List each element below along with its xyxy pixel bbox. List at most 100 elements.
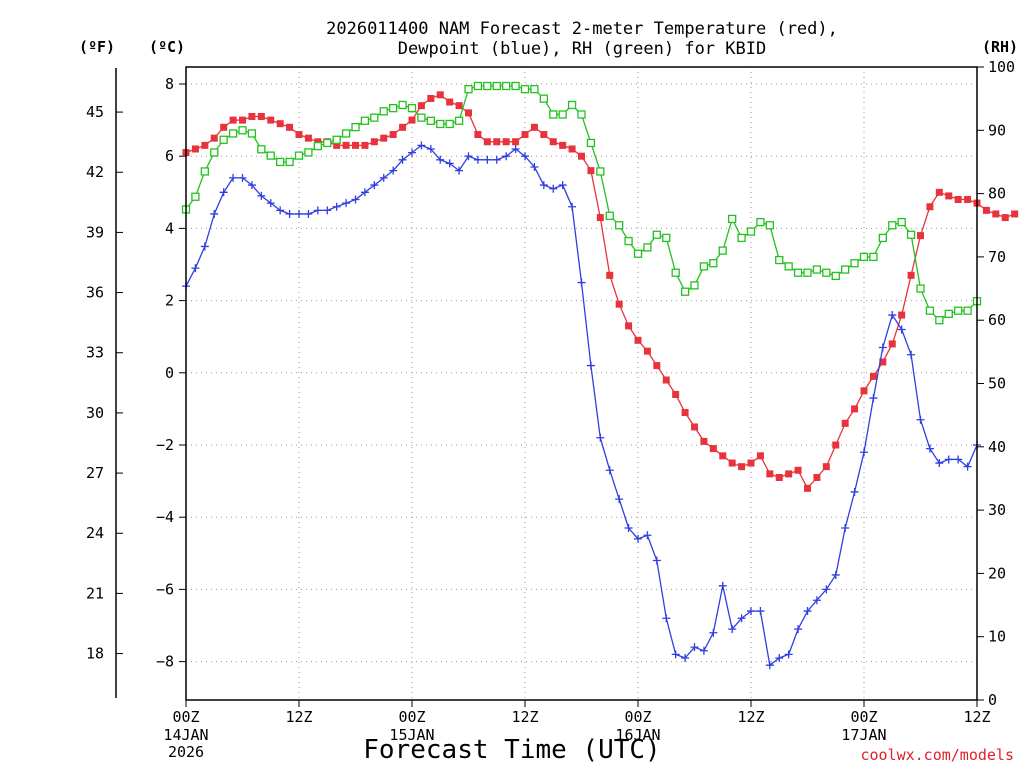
data-point — [634, 534, 642, 543]
data-point — [342, 199, 351, 208]
data-point — [719, 452, 727, 460]
fahrenheit-tick-label: 27 — [86, 464, 104, 482]
time-tick-label: 12Z — [285, 708, 312, 726]
data-point — [266, 151, 275, 160]
data-point — [1011, 210, 1019, 218]
fahrenheit-axis: 45 42 39 36 33 30 27 24 21 18 — [86, 103, 123, 663]
data-point — [436, 91, 444, 99]
data-point — [822, 268, 831, 277]
data-point — [746, 227, 756, 236]
data-point — [756, 607, 765, 616]
time-day-label: 17JAN — [841, 726, 886, 744]
fahrenheit-tick-label: 42 — [86, 163, 104, 181]
data-point — [379, 107, 388, 116]
data-point — [925, 444, 934, 453]
data-point — [360, 116, 370, 125]
data-point — [276, 157, 285, 167]
data-point — [634, 336, 642, 344]
data-point — [596, 214, 604, 222]
data-point — [342, 141, 350, 149]
chart-title-line-2: Dewpoint (blue), RH (green) for KBID — [398, 39, 766, 59]
data-point — [304, 134, 312, 142]
data-point — [963, 462, 972, 471]
data-point — [549, 184, 558, 193]
data-point — [841, 265, 850, 274]
data-point — [455, 102, 463, 110]
data-point — [822, 463, 830, 471]
data-point — [511, 81, 520, 91]
data-point — [483, 81, 492, 91]
data-point — [935, 459, 944, 468]
data-point — [804, 484, 811, 492]
time-day-label: 16JAN — [615, 726, 660, 744]
data-point — [737, 614, 746, 623]
data-point — [539, 94, 548, 103]
data-point — [530, 163, 539, 172]
data-point — [615, 495, 624, 504]
data-point — [917, 232, 924, 240]
data-point — [549, 110, 558, 119]
data-point — [360, 188, 369, 197]
data-point — [464, 152, 473, 161]
data-point — [888, 311, 897, 320]
data-point — [539, 181, 548, 190]
data-point — [869, 252, 878, 262]
data-point — [831, 570, 840, 579]
data-point — [859, 252, 869, 262]
data-point — [756, 452, 764, 460]
data-point — [577, 278, 586, 287]
data-point — [257, 145, 266, 154]
data-point — [916, 284, 925, 293]
data-point — [672, 390, 680, 398]
data-point — [559, 141, 567, 149]
data-point — [879, 358, 887, 366]
data-point — [398, 100, 407, 110]
data-point — [351, 195, 360, 204]
data-point — [888, 221, 897, 230]
data-point — [832, 441, 840, 449]
data-point — [465, 109, 472, 117]
data-point — [436, 119, 445, 129]
data-point — [408, 116, 416, 124]
data-point — [624, 524, 633, 533]
data-point — [765, 661, 774, 670]
data-point — [540, 131, 548, 139]
data-point — [625, 322, 633, 330]
series-layer — [181, 81, 1019, 670]
data-point — [473, 155, 482, 164]
data-point — [417, 102, 425, 110]
data-point — [493, 138, 501, 146]
data-point — [916, 415, 925, 424]
data-point — [728, 625, 737, 634]
data-point — [691, 423, 698, 431]
data-point — [945, 192, 953, 200]
celsius-tick-label: 8 — [165, 75, 174, 93]
time-day-label: 14JAN — [163, 726, 208, 744]
data-point — [314, 138, 322, 146]
data-point — [427, 94, 435, 102]
data-point — [549, 138, 557, 146]
data-point — [653, 362, 661, 370]
data-point — [944, 309, 953, 319]
data-point — [662, 233, 671, 243]
data-point — [568, 145, 576, 153]
data-point — [596, 433, 605, 442]
rh-tick-label: 60 — [988, 311, 1006, 329]
celsius-tick-label: −2 — [156, 436, 174, 454]
data-point — [313, 141, 322, 151]
data-point — [558, 110, 567, 119]
data-point — [709, 628, 718, 637]
data-point — [690, 281, 699, 290]
data-point — [398, 155, 407, 164]
data-point — [512, 138, 520, 146]
data-point — [964, 196, 972, 204]
time-tick-label: 12Z — [963, 708, 990, 726]
data-point — [888, 340, 896, 348]
data-point — [295, 209, 303, 218]
fahrenheit-tick-label: 24 — [86, 524, 104, 542]
data-point — [756, 217, 765, 227]
data-point — [257, 191, 266, 200]
data-point — [850, 259, 859, 268]
data-point — [822, 585, 831, 594]
